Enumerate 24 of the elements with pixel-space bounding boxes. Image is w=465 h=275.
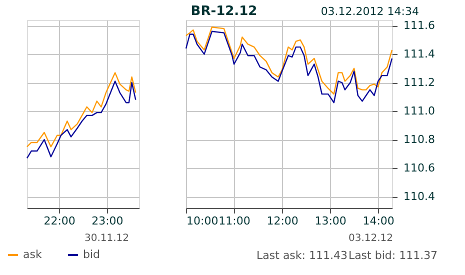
legend-label: ask [23,248,42,261]
legend-label: bid [83,248,100,261]
x-tick-label: 13:00 [314,214,346,228]
line-series [185,26,393,95]
text: 30.11.12 [84,233,129,244]
x-tick-label: 12:00 [266,214,298,228]
y-tick-label: 111.6 [404,19,435,32]
y-tick-label: 110.8 [404,133,435,146]
x-tick-label: 14:00 [362,214,394,228]
chart-title: BR-12.12 [190,4,258,19]
text: 03.12.2012 14:34 [320,5,419,18]
y-tick-label: 110.6 [404,162,435,175]
x-tick-label: 10:00 [186,214,218,228]
text: 03.12.12 [348,233,393,244]
line-series [185,30,393,104]
y-tick-label: 111.0 [404,104,435,118]
y-tick-label: 111.4 [404,48,435,61]
x-tick-label: 22:00 [44,214,76,228]
x-tick-label: 23:00 [92,214,124,228]
text: Last bid: 111.37 [348,249,438,262]
x-tick-label: 11:00 [218,214,250,228]
text: Last ask: 111.43 [256,249,348,262]
y-tick-label: 111.2 [404,76,435,90]
y-tick-label: 110.4 [404,190,435,204]
